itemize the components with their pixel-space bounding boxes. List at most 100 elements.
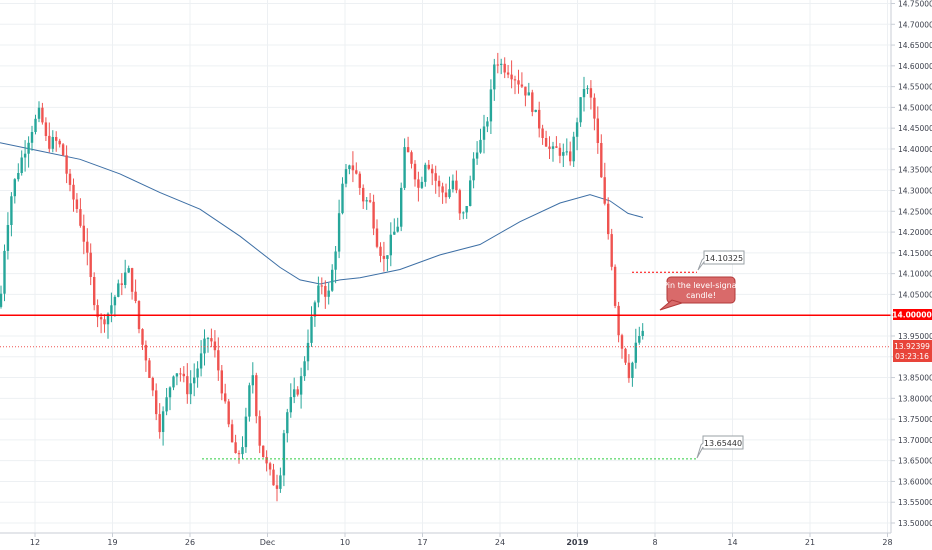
x-tick-label: 26 <box>185 538 195 547</box>
candle-body <box>638 336 641 343</box>
lower-level-label[interactable]: 13.65440 <box>696 435 744 459</box>
candle-body <box>382 255 386 259</box>
y-tick-label: 13.65000 <box>898 457 932 466</box>
last-price-tag: 13.92399 03:23:16 <box>893 340 932 362</box>
candle-body <box>627 362 631 379</box>
candle-body <box>34 118 37 132</box>
candle-body <box>48 135 51 149</box>
candle-body <box>79 209 82 226</box>
candle-body <box>58 140 61 145</box>
candle-body <box>203 338 206 354</box>
candle-body <box>155 390 158 415</box>
candle-body <box>217 350 220 371</box>
candle-body <box>462 212 465 214</box>
candle-body <box>148 360 151 378</box>
candle-body <box>420 181 424 188</box>
candle-body <box>469 180 472 206</box>
y-tick-label: 14.65000 <box>898 41 932 50</box>
candle-body <box>620 335 624 349</box>
candle-body <box>286 412 289 434</box>
candle-body <box>75 199 79 209</box>
callout-note[interactable]: Pin the level-signal candle! <box>659 276 739 311</box>
y-tick-label: 13.70000 <box>898 436 932 445</box>
candle-body <box>444 192 448 198</box>
candle-body <box>141 329 144 345</box>
candle-body <box>386 255 389 259</box>
candle-body <box>617 305 620 336</box>
candle-body <box>506 72 510 75</box>
price-axis[interactable]: 14.75000 14.70000 14.65000 14.60000 14.55000… <box>890 0 932 533</box>
candle-body <box>437 180 441 187</box>
candle-body <box>179 373 182 375</box>
candle-body <box>589 88 593 98</box>
candle-body <box>331 269 334 291</box>
candle-body <box>544 138 548 147</box>
x-tick-label: 2019 <box>566 538 589 547</box>
candle-body <box>255 375 258 417</box>
candle-body <box>120 283 123 285</box>
candle-body <box>44 122 48 136</box>
candle-body <box>472 158 475 181</box>
candle-body <box>562 152 565 156</box>
candle-body <box>165 397 168 412</box>
grid <box>0 0 891 533</box>
candle-body <box>151 378 154 391</box>
moving-average-line <box>0 142 644 285</box>
candle-body <box>631 362 634 378</box>
candle-body <box>572 136 575 162</box>
candle-body <box>565 151 568 153</box>
candle-body <box>41 107 44 123</box>
candles <box>0 52 644 502</box>
x-tick-label: 12 <box>30 538 40 547</box>
candle-body <box>641 330 644 336</box>
candle-body <box>607 203 610 235</box>
candle-body <box>517 80 520 85</box>
candle-body <box>124 272 127 285</box>
candle-body <box>299 376 303 395</box>
candle-body <box>344 169 348 184</box>
candle-body <box>199 353 203 369</box>
candle-body <box>496 64 499 66</box>
candle-body <box>593 97 596 119</box>
x-tick-label: 24 <box>495 538 505 547</box>
time-axis[interactable]: 12 19 26 Dec 10 17 24 2019 8 14 21 28 <box>0 532 893 547</box>
candle-body <box>251 375 254 386</box>
x-tick-label: 28 <box>882 538 892 547</box>
levels <box>0 271 891 460</box>
candle-body <box>434 173 437 181</box>
candle-body <box>582 89 586 98</box>
x-tick-label: 14 <box>727 538 737 547</box>
candle-body <box>531 92 534 112</box>
candle-body <box>144 344 148 361</box>
candle-body <box>327 290 330 297</box>
upper-level-label[interactable]: 14.10325 <box>697 250 745 271</box>
candle-body <box>113 296 117 306</box>
candle-body <box>489 89 493 122</box>
candle-body <box>134 291 137 301</box>
y-tick-label: 13.50000 <box>898 519 932 528</box>
candle-body <box>575 122 579 137</box>
candle-body <box>417 179 420 188</box>
candle-body <box>27 142 30 154</box>
lower-level-label-text: 13.65440 <box>704 439 742 448</box>
candle-body <box>396 226 399 232</box>
candle-body <box>503 63 506 73</box>
candle-body <box>17 173 20 180</box>
candle-body <box>296 389 299 395</box>
y-tick-label: 13.55000 <box>898 498 932 507</box>
candle-body <box>130 268 134 292</box>
candle-body <box>324 286 327 297</box>
candle-body <box>527 92 530 96</box>
candle-body <box>406 147 410 153</box>
candle-body <box>455 180 458 191</box>
candle-body <box>182 373 185 377</box>
candle-body <box>89 252 92 277</box>
candle-body <box>158 414 161 433</box>
candle-body <box>13 179 16 197</box>
candle-body <box>458 190 461 214</box>
candle-body <box>265 457 268 464</box>
candle-body <box>424 164 427 182</box>
candle-body <box>362 187 365 202</box>
candle-body <box>513 79 517 81</box>
